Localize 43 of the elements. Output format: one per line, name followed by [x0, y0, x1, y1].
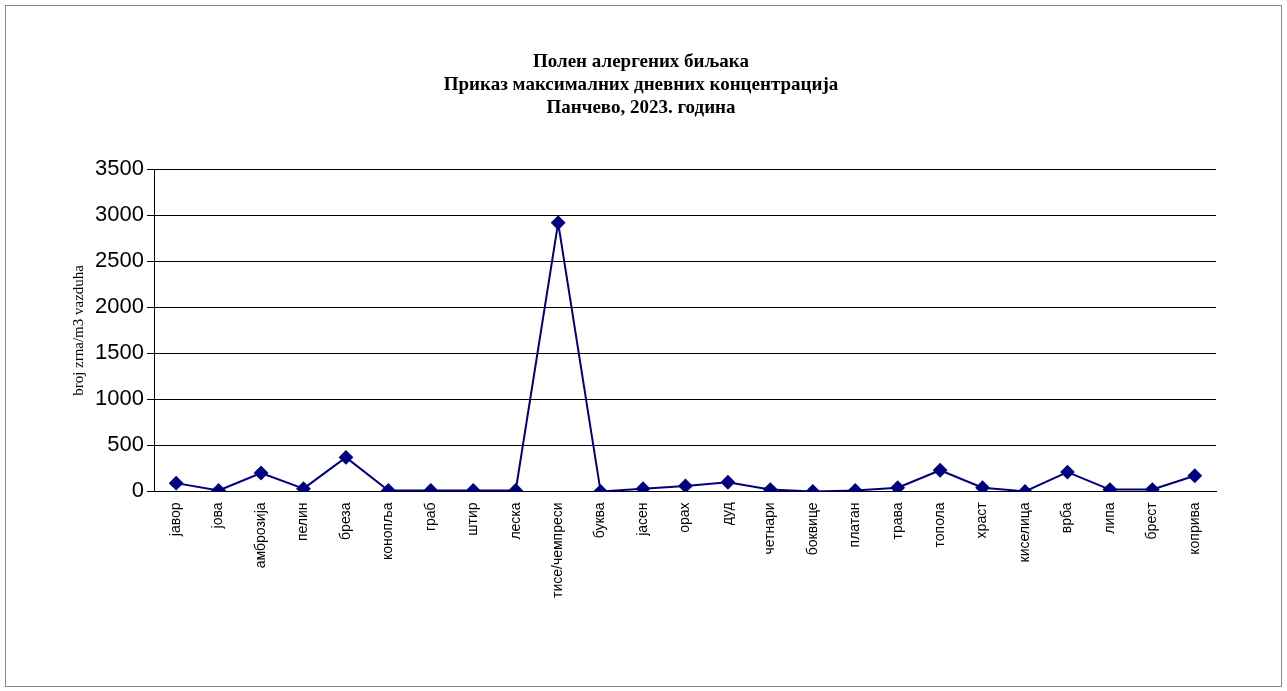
x-tick-label: конопља	[379, 502, 396, 561]
y-tick-label: 0	[131, 477, 144, 503]
x-tick-label: коприва	[1185, 502, 1202, 555]
y-tick-label: 1000	[94, 385, 144, 411]
x-tick-label: тисе/чемпреси	[549, 502, 565, 599]
y-axis-title: broj zrna/m3 vazduha	[69, 264, 86, 396]
y-tick-label: 3000	[94, 201, 144, 227]
text: Полен алергених биљака	[532, 50, 750, 72]
y-tick-label: 500	[107, 431, 144, 457]
x-tick-label: леска	[506, 502, 523, 540]
point	[890, 480, 905, 492]
y-tick-label: 2000	[94, 293, 144, 319]
x-tick-label: бреза	[336, 502, 353, 540]
x-tick-label: платан	[846, 502, 863, 548]
y-tick-label: 3500	[94, 155, 144, 181]
x-tick-label: боквице	[803, 502, 820, 556]
x-tick-label: дуд	[718, 502, 735, 526]
x-tick-label: храст	[973, 501, 990, 539]
x-tick-label: штир	[464, 502, 481, 536]
x-tick-label: јавор	[167, 502, 184, 538]
x-tick-label: јасен	[633, 502, 650, 537]
point	[975, 480, 990, 492]
x-tick-label: јова	[209, 502, 226, 530]
point	[678, 478, 693, 492]
x-tick-label: орах	[676, 502, 693, 533]
x-tick-label: пелин	[294, 502, 311, 542]
x-tick-label: киселица	[1015, 502, 1032, 563]
x-tick-label: трава	[888, 502, 905, 540]
y-tick-label: 2500	[94, 247, 144, 273]
x-tick-label: амброзија	[251, 502, 268, 569]
point	[636, 481, 651, 492]
x-tick-label: буква	[591, 502, 608, 539]
x-tick-label: граб	[421, 502, 438, 532]
point	[551, 215, 566, 230]
point	[296, 481, 311, 492]
text: Приказ максималних дневних концентрација	[443, 73, 839, 95]
x-tick-label: брест	[1143, 501, 1160, 540]
x-tick-label: топола	[930, 502, 947, 548]
x-tick-label: врба	[1058, 502, 1075, 534]
text: Панчево, 2023. година	[546, 95, 736, 117]
y-tick-label: 1500	[94, 339, 144, 365]
x-tick-label: четнари	[761, 502, 778, 555]
x-tick-label: липа	[1100, 502, 1117, 534]
